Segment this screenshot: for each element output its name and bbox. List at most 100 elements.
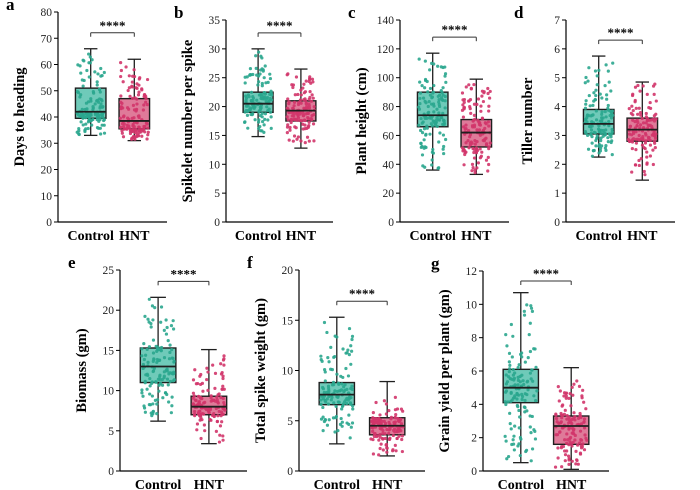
data-point — [583, 130, 588, 134]
significance-label: **** — [267, 18, 293, 33]
data-point — [333, 354, 337, 359]
data-point — [162, 356, 167, 360]
data-point — [96, 72, 100, 76]
data-point — [262, 76, 266, 80]
data-point — [487, 104, 491, 108]
data-point — [296, 92, 300, 97]
data-point — [131, 103, 136, 107]
data-point — [385, 450, 389, 454]
y-tick-label: 5 — [214, 188, 220, 200]
data-point — [586, 133, 590, 138]
data-point — [472, 156, 477, 160]
data-point — [95, 80, 99, 84]
data-point — [257, 118, 261, 122]
data-point — [426, 104, 430, 109]
data-point — [197, 401, 201, 405]
data-point — [432, 110, 436, 114]
data-point — [345, 421, 349, 425]
data-point — [371, 429, 375, 433]
data-point — [557, 399, 561, 403]
data-point — [145, 77, 150, 82]
data-point — [345, 387, 349, 391]
data-point — [654, 112, 658, 116]
data-point — [563, 438, 567, 442]
data-point — [145, 347, 149, 352]
data-point — [87, 112, 91, 116]
data-point — [440, 90, 444, 95]
data-point — [595, 74, 599, 78]
data-point — [528, 321, 532, 325]
data-point — [84, 127, 88, 131]
data-point — [255, 73, 259, 77]
panel-letter: d — [514, 3, 524, 22]
box-control — [318, 316, 356, 445]
data-point — [301, 127, 305, 131]
data-point — [644, 139, 648, 143]
data-point — [629, 111, 633, 115]
data-point — [154, 344, 158, 348]
y-axis-title: Total spike weight (gm) — [253, 298, 269, 443]
data-point — [327, 394, 331, 399]
data-point — [198, 382, 203, 387]
data-point — [98, 90, 102, 94]
data-point — [517, 426, 521, 430]
panel-d: d 0 1 2 3 4 5 6 7 Tiller number Control HNT **** — [514, 3, 675, 244]
data-point — [428, 93, 432, 97]
data-point — [595, 134, 599, 138]
data-point — [516, 444, 520, 448]
data-point — [303, 97, 307, 101]
data-point — [150, 304, 155, 308]
data-point — [260, 81, 264, 86]
data-point — [121, 125, 126, 129]
data-point — [560, 465, 564, 469]
data-point — [642, 169, 646, 174]
data-point — [432, 62, 436, 66]
data-point — [102, 70, 106, 75]
significance-label: **** — [349, 286, 375, 301]
data-point — [486, 155, 490, 159]
data-point — [221, 438, 225, 442]
data-point — [247, 95, 251, 99]
data-point — [335, 372, 339, 376]
y-tick-label: 5 — [108, 426, 114, 438]
data-point — [191, 378, 196, 382]
data-point — [606, 140, 610, 144]
significance-bracket: **** — [90, 18, 135, 37]
data-point — [134, 108, 138, 112]
data-point — [442, 123, 446, 127]
data-point — [311, 80, 315, 84]
data-point — [391, 449, 395, 453]
data-point — [428, 86, 433, 91]
data-point — [385, 446, 389, 450]
data-point — [469, 111, 473, 115]
data-point — [637, 163, 641, 168]
data-point — [333, 389, 337, 393]
data-point — [531, 379, 535, 383]
box-control — [242, 48, 274, 138]
data-point — [91, 105, 95, 109]
data-point — [257, 126, 261, 131]
data-point — [637, 158, 641, 163]
data-point — [95, 125, 100, 130]
data-point — [422, 138, 426, 142]
data-point — [269, 98, 274, 102]
data-point — [172, 370, 176, 374]
data-point — [473, 171, 477, 175]
data-point — [79, 120, 83, 124]
data-point — [145, 137, 149, 141]
data-point — [193, 398, 198, 402]
data-point — [325, 423, 330, 427]
data-point — [305, 135, 310, 139]
data-point — [131, 96, 135, 100]
significance-bracket: **** — [598, 25, 643, 45]
data-point — [307, 102, 311, 106]
data-point — [266, 118, 270, 122]
data-point — [563, 449, 567, 453]
data-point — [350, 334, 355, 338]
data-point — [654, 99, 658, 103]
data-point — [267, 100, 271, 104]
data-point — [350, 387, 354, 391]
data-point — [138, 76, 142, 80]
data-point — [289, 120, 293, 125]
data-point — [567, 415, 571, 420]
